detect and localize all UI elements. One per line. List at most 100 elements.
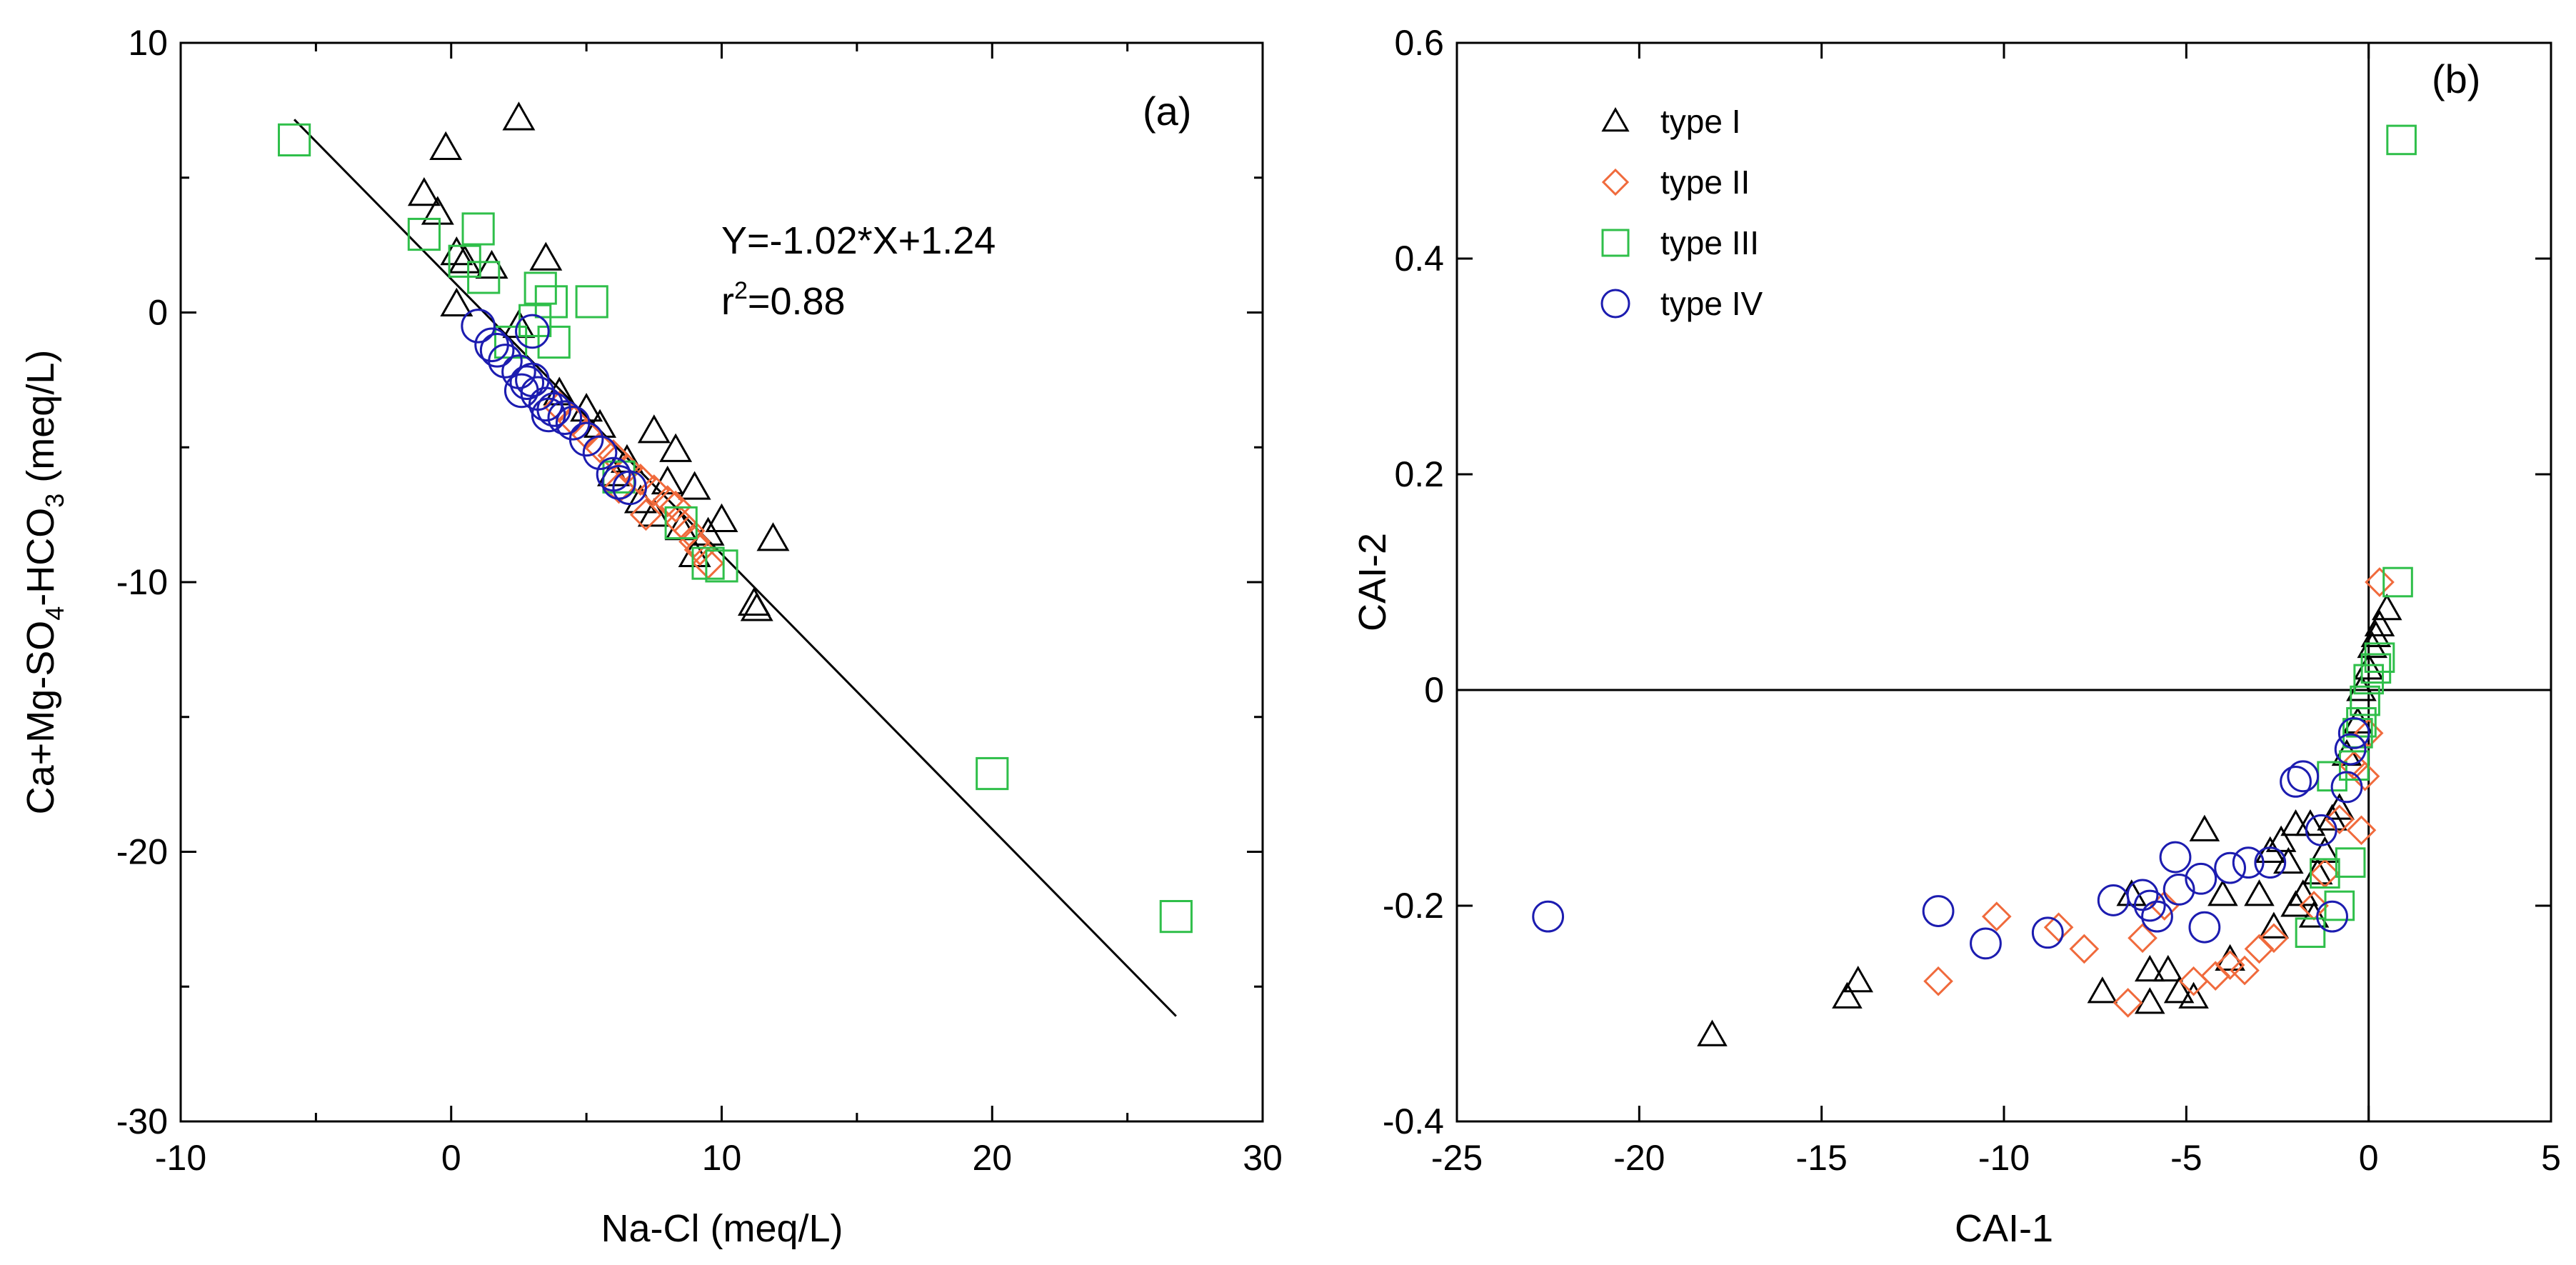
point-type-II [678,525,711,558]
data-points-a [277,101,1193,934]
point-type-II [2324,804,2355,835]
point-type-I [2215,944,2245,971]
point-type-II [2259,923,2289,954]
y-title-mid: -HCO [19,508,62,606]
x-tick-label: 30 [1243,1138,1283,1178]
point-type-IV [2133,889,2166,922]
point-type-II [629,499,662,531]
point-type-III [2346,707,2377,738]
point-type-II [2244,934,2275,964]
legend-marker-type-I [1601,106,1630,132]
y-tick-label: 0.4 [1394,239,1444,279]
point-type-III [2364,642,2395,674]
point-type-I [2364,609,2395,636]
point-type-I [502,101,536,131]
panel-label-a: (a) [1143,89,1191,134]
point-type-I [2273,846,2304,874]
point-type-I [2163,976,2195,1004]
point-type-IV [2097,884,2130,916]
point-type-II [1981,901,2012,931]
point-type-IV [509,365,545,400]
point-type-III [523,271,557,305]
point-type-IV [2305,814,2337,846]
point-type-I [1697,1019,1728,1046]
point-type-III [691,546,725,580]
x-tick-label: -10 [1978,1138,2030,1178]
point-type-I [756,522,790,551]
point-type-III [1159,900,1193,934]
point-type-I [637,498,671,527]
point-type-II [2200,961,2231,991]
point-type-I [705,503,738,532]
point-type-I [448,244,481,274]
x-tick-label: -20 [1613,1138,1665,1178]
point-type-I [475,249,508,279]
point-type-I [543,376,576,406]
point-type-IV [2031,916,2064,949]
y-tick-label: 0.6 [1394,23,1444,63]
point-type-I [429,131,463,161]
point-type-I [2189,814,2220,841]
x-tick-label: -25 [1431,1138,1483,1178]
point-type-III [976,756,1009,791]
point-type-I [740,592,773,621]
point-type-I [2287,879,2319,906]
point-type-II [1923,966,1953,996]
point-type-I [637,414,671,444]
point-type-I [1843,965,1874,993]
r-squared: r2=0.88 [721,277,846,323]
point-type-II [638,474,671,507]
point-type-II [583,431,616,464]
point-type-I [1832,981,1863,1009]
point-type-II [2113,988,2143,1018]
point-type-II [2346,815,2377,846]
point-type-IV [536,392,571,427]
y-tick-label: 0 [1424,670,1444,710]
x-tick-label: 0 [2359,1138,2379,1178]
point-type-IV [568,421,604,457]
point-type-IV [2337,717,2370,749]
point-type-IV [1532,900,1565,933]
point-type-II [2365,567,2395,597]
point-type-III [2310,858,2340,889]
y-tick-label: 0 [148,293,168,333]
x-axis-title-a: Na-Cl (meq/L) [601,1207,843,1250]
regression-line [294,119,1177,1017]
y-tick-label: -30 [116,1101,168,1141]
point-type-I [678,538,711,568]
point-type-IV [547,400,583,436]
point-type-I [2298,901,2330,928]
x-tick-label: -5 [2170,1138,2202,1178]
point-type-II [2043,912,2074,943]
point-type-I [678,471,711,500]
point-type-IV [2316,900,2349,933]
point-type-III [467,261,501,294]
point-type-IV [2188,911,2221,944]
point-type-IV [582,435,618,471]
point-type-IV [2159,841,2192,874]
y-tick-label: -10 [116,562,168,602]
point-type-III [2335,847,2366,878]
panel-a: -10 0 10 20 30 -30 -20 -10 0 10 (a) Y=-1.02*X+1.2… [19,23,1283,1250]
point-type-IV [1922,895,1955,927]
point-type-IV [612,470,648,506]
y-tick-label: 0.2 [1394,454,1444,494]
point-type-I [2152,954,2184,982]
x-tick-label: 10 [702,1138,742,1178]
point-type-III [2386,124,2417,156]
point-type-II [2069,934,2100,964]
point-type-III [664,506,698,540]
point-type-I [659,433,693,462]
legend-marker-type-II [1601,168,1630,196]
x-tick-label: -15 [1796,1138,1848,1178]
legend-label: type I [1660,103,1741,140]
point-type-I [2258,911,2290,939]
legend-label: type II [1660,164,1750,201]
point-type-IV [2185,862,2217,895]
point-type-I [737,586,771,616]
panel-label-b: (b) [2432,56,2480,101]
y-tick-label: -0.2 [1383,886,1444,926]
y-title-unit: (meq/L) [19,350,62,494]
point-type-II [2230,955,2260,986]
point-type-III [461,212,495,246]
